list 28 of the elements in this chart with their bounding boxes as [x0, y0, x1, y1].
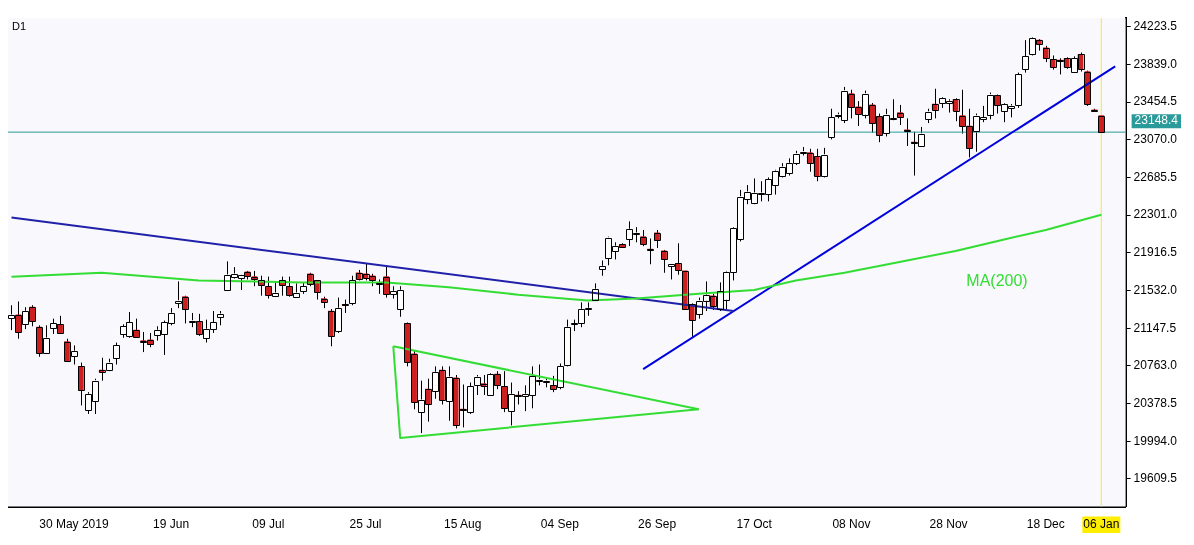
- x-tick-label: 15 Aug: [444, 517, 482, 532]
- y-tick-label: 22301.0: [1133, 207, 1178, 222]
- y-tick-label: 23070.0: [1133, 132, 1178, 147]
- x-tick-label: 04 Sep: [540, 517, 580, 532]
- y-tick-label: 22685.5: [1133, 169, 1178, 184]
- y-tick-label: 23454.5: [1133, 94, 1178, 109]
- x-tick-label: 30 May 2019: [39, 517, 109, 532]
- x-tick-label: 06 Jan: [1083, 517, 1120, 532]
- x-tick-label: 25 Jul: [349, 517, 382, 532]
- y-tick-label: 20763.0: [1133, 358, 1178, 373]
- x-tick-label: 18 Dec: [1026, 517, 1065, 532]
- x-tick-label: 28 Nov: [929, 517, 968, 532]
- y-tick-label: 21916.5: [1133, 245, 1178, 260]
- y-tick-label: 19994.0: [1133, 433, 1178, 448]
- y-tick-label: 23839.0: [1133, 56, 1178, 71]
- y-tick-label: 19609.5: [1133, 471, 1178, 486]
- y-tick-label: 20378.5: [1133, 395, 1178, 410]
- x-tick-label: 19 Jun: [153, 517, 190, 532]
- x-tick-label: 17 Oct: [736, 517, 773, 532]
- x-tick-label: 08 Nov: [832, 517, 871, 532]
- series-label: MA(200): [966, 272, 1028, 290]
- y-tick-label: 21147.5: [1133, 320, 1177, 335]
- x-tick-label: 26 Sep: [638, 517, 677, 532]
- x-tick-label: 09 Jul: [252, 517, 285, 532]
- y-tick-label: 24223.5: [1133, 19, 1178, 34]
- chart-title: D1: [12, 19, 27, 32]
- y-tick-label: 21532.0: [1133, 282, 1178, 297]
- ref-line-label: 23148.4: [1134, 113, 1179, 128]
